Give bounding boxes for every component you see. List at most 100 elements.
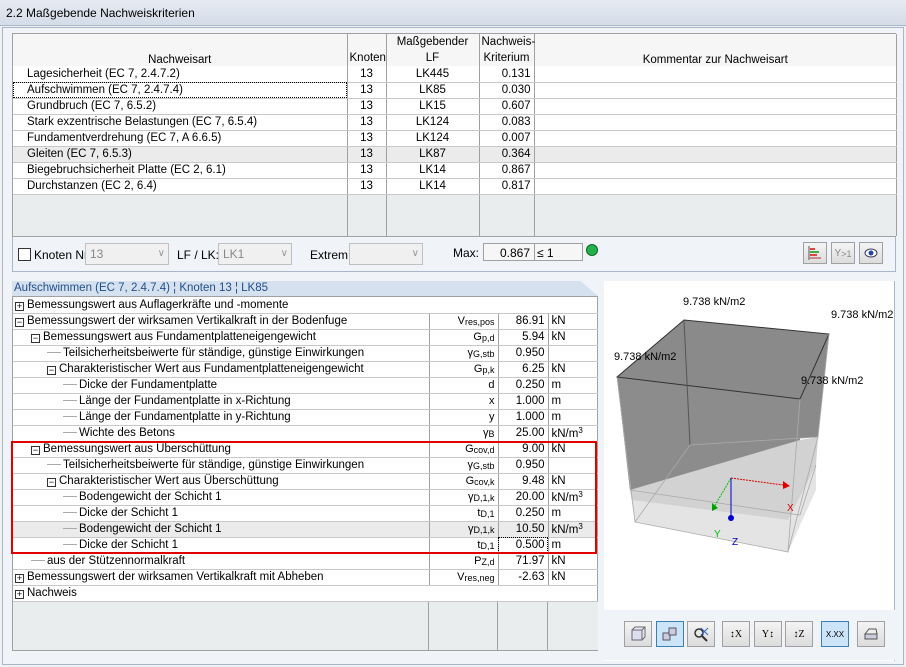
view-z-icon: ↕Z (793, 628, 805, 640)
col-knoten[interactable]: Knoten (347, 50, 387, 66)
kommentar-cell[interactable] (534, 162, 897, 179)
detail-row[interactable]: Wichte des Betons γB 25.00 kN/m3 (13, 425, 598, 442)
detail-row[interactable]: − Bemessungswert der wirksamen Vertikalkr… (13, 313, 598, 330)
table-row[interactable]: Biegebruchsicherheit Platte (EC 2, 6.1) 1… (13, 162, 897, 179)
detail-row[interactable]: Teilsicherheitsbeiwerte für ständige, gü… (13, 457, 598, 474)
detail-row[interactable]: + Bemessungswert der wirksamen Vertikalkr… (13, 569, 598, 586)
kommentar-cell[interactable] (534, 178, 897, 195)
knoten-checkbox[interactable] (18, 248, 31, 261)
unit-cell: m (548, 537, 598, 554)
isometric-button[interactable] (656, 621, 684, 647)
max-field: 0.867 ≤ 1 (483, 243, 583, 261)
kriterium-cell: 0.083 (479, 114, 535, 131)
detail-row[interactable]: Dicke der Schicht 1 tD,1 0.500 m (13, 537, 598, 554)
kommentar-cell[interactable] (534, 82, 897, 99)
values-button[interactable]: X.XX (821, 621, 849, 647)
lf-cell: LK14 (386, 178, 480, 195)
detail-row[interactable]: Länge der Fundamentplatte in y-Richtung … (13, 409, 598, 426)
row-label: Teilsicherheitsbeiwerte für ständige, gü… (63, 347, 365, 359)
nachweisart-cell[interactable]: Gleiten (EC 7, 6.5.3) (13, 146, 348, 163)
expand-icon[interactable]: + (15, 573, 24, 583)
row-label: Bemessungswert aus Fundamentplatteneigen… (43, 331, 316, 343)
detail-row[interactable]: Bodengewicht der Schicht 1 γD,1,k 20.00 … (13, 489, 598, 506)
detail-row[interactable]: + Bemessungswert aus Auflagerkräfte und -… (13, 297, 598, 314)
detail-row[interactable]: Länge der Fundamentplatte in x-Richtung … (13, 393, 598, 410)
detail-empty (13, 602, 598, 650)
detail-row[interactable]: + Nachweis (13, 585, 598, 602)
table-row[interactable]: Grundbruch (EC 7, 6.5.2) 13 LK15 0.607 (13, 98, 897, 115)
nachweisart-cell[interactable]: Durchstanzen (EC 2, 6.4) (13, 178, 348, 195)
unit-cell: kN (548, 313, 598, 330)
table-row[interactable]: Fundamentverdrehung (EC 7, A 6.6.5) 13 LK1… (13, 130, 897, 147)
view-x-button[interactable]: ↕X (722, 621, 750, 647)
detail-row[interactable]: Bodengewicht der Schicht 1 γD,1,k 10.50 … (13, 521, 598, 538)
3d-view[interactable]: 9.738 kN/m2 9.738 kN/m2 9.738 kN/m2 9.73… (604, 281, 895, 661)
detail-row[interactable]: aus der Stützennormalkraft PZ,d 71.97 kN (13, 553, 598, 570)
nachweisart-cell[interactable]: Stark exzentrische Belastungen (EC 7, 6.… (13, 114, 348, 131)
view-y-button[interactable]: Y↕ (754, 621, 782, 647)
kriterium-cell: 0.867 (479, 162, 535, 179)
knoten-cell: 13 (347, 146, 387, 163)
print-icon (863, 628, 878, 640)
expand-icon[interactable]: + (15, 589, 24, 599)
zoom-button[interactable] (687, 621, 715, 647)
view-button[interactable] (859, 242, 883, 264)
col-nachweisart[interactable]: Nachweisart (13, 34, 348, 66)
symbol-cell: PZ,d (429, 553, 499, 570)
collapse-icon[interactable]: − (15, 317, 24, 327)
cube-view-button[interactable] (624, 621, 652, 647)
collapse-icon[interactable]: − (47, 365, 56, 375)
col-kriterium[interactable]: Kriterium (479, 50, 535, 66)
row-label: aus der Stützennormalkraft (47, 555, 186, 567)
col-nachweis: Nachweis- (479, 34, 535, 50)
filter-gt1-button[interactable]: Y>1 (831, 242, 855, 264)
detail-table: + Bemessungswert aus Auflagerkräfte und -… (12, 296, 598, 651)
detail-row[interactable]: − Charakteristischer Wert aus Überschüttu… (13, 473, 598, 490)
nachweisart-cell[interactable]: Biegebruchsicherheit Platte (EC 2, 6.1) (13, 162, 348, 179)
kommentar-cell[interactable] (534, 146, 897, 163)
detail-row[interactable]: − Bemessungswert aus Fundamentplatteneige… (13, 329, 598, 346)
detail-row[interactable]: − Bemessungswert aus Überschüttung Gcov,d… (13, 441, 598, 458)
collapse-icon[interactable]: − (31, 333, 40, 343)
nachweisart-cell[interactable]: Aufschwimmen (EC 7, 2.4.7.4) (13, 82, 348, 99)
nachweisart-cell[interactable]: Fundamentverdrehung (EC 7, A 6.6.5) (13, 130, 348, 147)
value-cell: 0.250 (498, 377, 549, 394)
col-kommentar[interactable]: Kommentar zur Nachweisart (534, 34, 897, 66)
nachweisart-cell[interactable]: Lagesicherheit (EC 7, 2.4.7.2) (13, 66, 348, 83)
detail-row[interactable]: Teilsicherheitsbeiwerte für ständige, gü… (13, 345, 598, 362)
detail-row[interactable]: Dicke der Schicht 1 tD,1 0.250 m (13, 505, 598, 522)
kommentar-cell[interactable] (534, 130, 897, 147)
load-label: 9.738 kN/m2 (614, 351, 677, 363)
col-lf[interactable]: LF (386, 50, 480, 66)
collapse-icon[interactable]: − (31, 445, 40, 455)
unit-cell: kN (548, 553, 598, 570)
collapse-icon[interactable]: − (47, 477, 56, 487)
nachweisart-cell[interactable]: Grundbruch (EC 7, 6.5.2) (13, 98, 348, 115)
bar-chart-button[interactable] (803, 242, 827, 264)
kommentar-cell[interactable] (534, 66, 897, 83)
value-cell: 0.950 (498, 345, 549, 362)
kommentar-cell[interactable] (534, 114, 897, 131)
table-row[interactable]: Durchstanzen (EC 2, 6.4) 13 LK14 0.817 (13, 178, 897, 195)
lf-cell: LK15 (386, 98, 480, 115)
detail-row[interactable]: Dicke der Fundamentplatte d 0.250 m (13, 377, 598, 394)
detail-row[interactable]: − Charakteristischer Wert aus Fundamentpl… (13, 361, 598, 378)
lf-cell: LK87 (386, 146, 480, 163)
view-z-button[interactable]: ↕Z (785, 621, 813, 647)
expand-icon[interactable]: + (15, 300, 24, 311)
kommentar-cell[interactable] (534, 98, 897, 115)
table-row[interactable]: Gleiten (EC 7, 6.5.3) 13 LK87 0.364 (13, 146, 897, 163)
symbol-cell: Gp,k (429, 361, 499, 378)
knoten-select[interactable]: 13 ∨ (85, 243, 169, 265)
extrem-select[interactable]: ∨ (349, 243, 423, 265)
value-cell: 0.500 (498, 537, 549, 554)
lf-select[interactable]: LK1 ∨ (218, 243, 292, 265)
table-row[interactable]: Lagesicherheit (EC 7, 2.4.7.2) 13 LK445 0.1… (13, 66, 897, 83)
print-button[interactable] (857, 621, 885, 647)
max-condition: ≤ 1 (537, 246, 554, 260)
row-label: Wichte des Betons (79, 427, 175, 439)
row-label: Nachweis (27, 587, 77, 599)
table-row[interactable]: Stark exzentrische Belastungen (EC 7, 6.… (13, 114, 897, 131)
unit-cell: kN/m3 (548, 425, 598, 442)
table-row[interactable]: Aufschwimmen (EC 7, 2.4.7.4) 13 LK85 0.030 (13, 82, 897, 99)
